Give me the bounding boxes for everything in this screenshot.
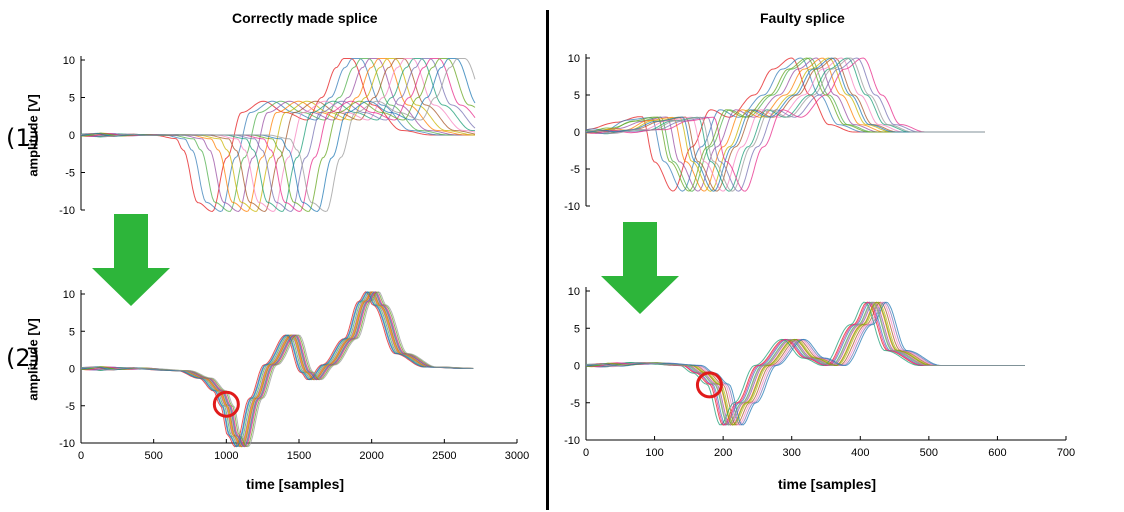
y-tick-label: -5: [570, 164, 580, 176]
y-tick-label: -10: [59, 205, 75, 217]
x-tick-label: 0: [583, 447, 589, 459]
y-tick-label: -5: [570, 398, 580, 410]
series-line: [80, 291, 474, 448]
xlabel-right: time [samples]: [778, 476, 877, 492]
y-tick-label: 5: [574, 323, 580, 335]
y-tick-label: 0: [69, 364, 75, 376]
y-tick-label: 0: [574, 361, 580, 373]
series-line: [80, 58, 476, 213]
series-line: [585, 57, 985, 192]
y-tick-label: 10: [63, 55, 75, 67]
x-tick-label: 100: [645, 447, 663, 459]
y-tick-label: -10: [564, 435, 580, 447]
series-line: [585, 57, 985, 192]
x-tick-label: 300: [783, 447, 801, 459]
y-tick-label: 0: [69, 130, 75, 142]
x-tick-label: 400: [851, 447, 869, 459]
y-tick-label: -5: [65, 401, 75, 413]
x-tick-label: 600: [988, 447, 1006, 459]
row-label-2: (2): [6, 344, 40, 372]
y-tick-label: 10: [568, 53, 580, 65]
y-tick-label: 5: [69, 93, 75, 105]
panel-divider: [546, 10, 549, 510]
y-tick-label: -10: [59, 438, 75, 450]
chart-title-faulty-splice: Faulty splice: [760, 10, 845, 26]
y-tick-label: 0: [574, 127, 580, 139]
x-tick-label: 2000: [359, 450, 383, 462]
highlight-circle: [695, 371, 723, 399]
x-tick-label: 200: [714, 447, 732, 459]
chart-title-correct-splice: Correctly made splice: [232, 10, 378, 26]
x-tick-label: 1000: [214, 450, 238, 462]
y-tick-label: 10: [63, 289, 75, 301]
x-tick-label: 2500: [432, 450, 456, 462]
x-tick-label: 700: [1057, 447, 1075, 459]
x-tick-label: 1500: [287, 450, 311, 462]
y-tick-label: -10: [564, 201, 580, 213]
y-tick-label: 5: [69, 326, 75, 338]
arrow-down-icon-left: [92, 214, 170, 306]
row-label-1: (1): [6, 124, 40, 152]
series-line: [80, 291, 474, 448]
x-tick-label: 0: [78, 450, 84, 462]
y-tick-label: 5: [574, 90, 580, 102]
y-tick-label: 10: [568, 286, 580, 298]
series-line: [585, 301, 1025, 426]
highlight-circle: [212, 390, 240, 418]
x-tick-label: 3000: [505, 450, 529, 462]
arrow-down-icon-right: [601, 222, 679, 314]
y-tick-label: -5: [65, 168, 75, 180]
xlabel-left: time [samples]: [246, 476, 345, 492]
x-tick-label: 500: [920, 447, 938, 459]
x-tick-label: 500: [144, 450, 162, 462]
